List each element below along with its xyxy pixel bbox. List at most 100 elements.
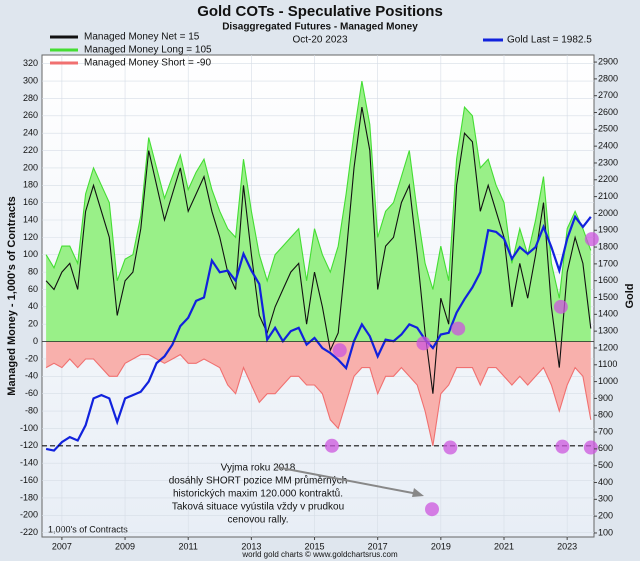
y2-tick-label: 1500	[598, 292, 618, 302]
y-tick-label: 80	[28, 266, 38, 276]
highlight	[416, 336, 431, 351]
y-tick-label: -200	[20, 510, 38, 520]
y2-tick-label: 100	[598, 527, 613, 537]
annotation-arrow	[275, 466, 419, 495]
y-tick-label: 60	[28, 284, 38, 294]
x-tick-label: 2023	[557, 541, 577, 551]
y2-tick-label: 2800	[598, 73, 618, 83]
legend-label: Gold Last = 1982.5	[507, 35, 592, 46]
highlight	[583, 440, 598, 455]
y2-tick-label: 1600	[598, 275, 618, 285]
y-tick-label: -120	[20, 440, 38, 450]
annotation-arrowhead	[412, 488, 424, 497]
y-tick-label: -60	[25, 388, 38, 398]
y-tick-label: 40	[28, 301, 38, 311]
y-tick-label: -160	[20, 475, 38, 485]
y2-tick-label: 2100	[598, 191, 618, 201]
y2-tick-label: 1100	[598, 359, 617, 369]
highlight	[451, 321, 466, 336]
annotation-text: Vyjma roku 2018	[221, 463, 296, 474]
y-tick-label: 100	[23, 249, 38, 259]
y2-tick-label: 2200	[598, 174, 618, 184]
y-tick-label: 220	[23, 145, 38, 155]
y2-tick-label: 300	[598, 494, 613, 504]
y2-tick-label: 1900	[598, 225, 618, 235]
y2-tick-label: 2300	[598, 157, 618, 167]
y2-tick-label: 2400	[598, 141, 618, 151]
y2-tick-label: 800	[598, 410, 613, 420]
y-tick-label: 160	[23, 197, 38, 207]
series-area	[46, 341, 591, 446]
highlight	[324, 438, 339, 453]
highlight	[443, 440, 458, 455]
y-tick-label: -140	[20, 458, 38, 468]
y2-tick-label: 900	[598, 393, 613, 403]
chart-title: Gold COTs - Speculative Positions	[197, 3, 443, 20]
y-tick-label: 200	[23, 162, 38, 172]
y2-tick-label: 200	[598, 511, 613, 521]
legend-label: Managed Money Long = 105	[84, 45, 212, 56]
series-line	[45, 107, 592, 394]
footer: world gold charts © www.goldchartsrus.co…	[241, 550, 398, 559]
legend-label: Managed Money Short = -90	[84, 58, 211, 69]
y-tick-label: 120	[23, 232, 38, 242]
y-tick-label: 0	[33, 336, 38, 346]
y2-tick-label: 2700	[598, 90, 618, 100]
x-tick-label: 2017	[368, 541, 388, 551]
y-tick-label: -40	[25, 371, 38, 381]
series-area	[46, 81, 591, 342]
highlight	[584, 232, 599, 247]
legend-label: Managed Money Net = 15	[84, 32, 200, 43]
x-tick-label: 2019	[431, 541, 451, 551]
annotation-text: dosáhly SHORT pozice MM průměrných	[169, 475, 348, 487]
plot	[42, 55, 594, 537]
y-tick-label: -80	[25, 405, 38, 415]
y-tick-label: 180	[23, 180, 38, 190]
highlight	[553, 299, 568, 314]
x-tick-label: 2011	[179, 541, 198, 551]
annotation-text: historických maxim 120.000 kontraktů.	[173, 488, 343, 500]
y2-tick-label: 1400	[598, 309, 618, 319]
y-tick-label: -180	[20, 492, 38, 502]
annotation-text: Taková situace vyústila vždy v prudkou	[172, 502, 344, 513]
y2-tick-label: 2500	[598, 124, 618, 134]
y-tick-label: 260	[23, 110, 38, 120]
y-tick-label: 140	[23, 214, 38, 224]
y2-tick-label: 2600	[598, 107, 618, 117]
y-tick-label: 240	[23, 128, 38, 138]
y2-axis-label: Gold	[624, 283, 636, 308]
y2-tick-label: 2000	[598, 208, 618, 218]
x-tick-label: 2015	[305, 541, 325, 551]
highlight	[425, 502, 439, 517]
y2-tick-label: 700	[598, 426, 613, 436]
x-tick-label: 2009	[115, 541, 135, 551]
y-axis-label: Managed Money - 1,000's of Contracts	[6, 196, 18, 395]
y-tick-label: 20	[28, 319, 38, 329]
x-tick-label: 2021	[494, 541, 514, 551]
series-line	[45, 81, 592, 299]
y-tick-label: -220	[20, 527, 38, 537]
y-tick-label: -100	[20, 423, 38, 433]
y-tick-label: -20	[25, 353, 38, 363]
series-line	[45, 353, 592, 446]
date-label: Oct-20 2023	[292, 35, 347, 46]
x-tick-label: 2013	[241, 541, 261, 551]
y2-tick-label: 2900	[598, 56, 618, 66]
series-line	[45, 214, 592, 452]
highlight	[332, 343, 347, 358]
y2-tick-label: 1200	[598, 342, 618, 352]
y2-tick-label: 1000	[598, 376, 618, 386]
y2-tick-label: 1300	[598, 326, 618, 336]
y-tick-label: 320	[23, 58, 38, 68]
y2-tick-label: 1800	[598, 241, 618, 251]
y-tick-label: 300	[23, 75, 38, 85]
units-note: 1,000's of Contracts	[48, 524, 128, 534]
y2-tick-label: 1700	[598, 258, 618, 268]
y2-tick-label: 500	[598, 460, 613, 470]
y2-tick-label: 600	[598, 443, 613, 453]
chart-subtitle: Disaggregated Futures - Managed Money	[222, 22, 418, 33]
y-tick-label: 280	[23, 93, 38, 103]
y2-tick-label: 400	[598, 477, 613, 487]
